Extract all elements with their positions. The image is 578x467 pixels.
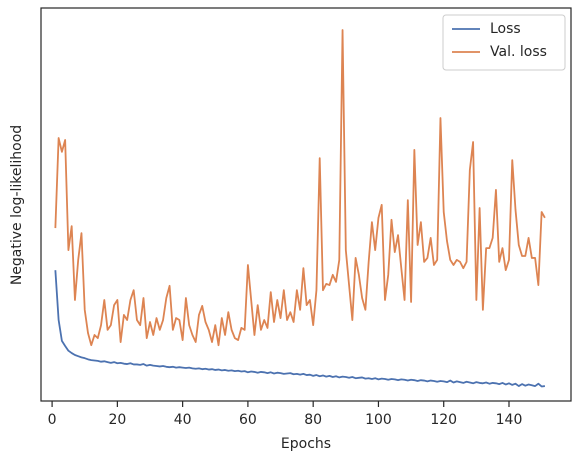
x-tick-label: 120 (430, 412, 457, 428)
x-tick-label: 20 (108, 412, 126, 428)
x-axis-label: Epochs (281, 436, 331, 452)
x-tick-label: 140 (496, 412, 523, 428)
line-series (54, 270, 545, 388)
x-tick-label: 80 (304, 412, 322, 428)
x-tick-label: 0 (48, 412, 57, 428)
legend-label: Loss (490, 21, 521, 37)
plot-frame (40, 7, 572, 402)
x-tick-label: 40 (174, 412, 192, 428)
x-tick-label: 60 (239, 412, 257, 428)
x-tick-label: 100 (365, 412, 392, 428)
y-axis-label: Negative log-likelihood (9, 125, 25, 285)
line-series (54, 29, 546, 347)
legend-label: Val. loss (490, 44, 547, 60)
